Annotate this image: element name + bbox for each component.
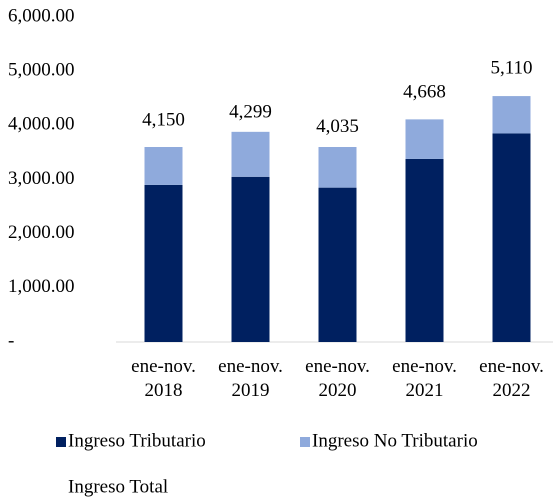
data-label: 4,299 [229,101,272,122]
y-tick-label: 6,000.00 [8,5,75,26]
bar [405,119,444,159]
legend-label: Ingreso Tributario [68,430,206,451]
legend-swatch [300,437,310,447]
x-tick-label: ene-nov. 2019 [218,356,283,401]
bar [231,176,270,342]
legend-label: Ingreso No Tributario [312,430,478,451]
x-tick-label: ene-nov. 2020 [305,356,370,401]
x-tick-label: ene-nov. 2018 [131,356,196,401]
y-tick-label: 2,000.00 [8,222,75,243]
x-tick-label: ene-nov. 2021 [392,356,457,401]
y-tick-label: 4,000.00 [8,114,75,135]
bar [492,96,531,134]
bar [405,158,444,342]
bar [144,147,183,185]
bar [144,184,183,342]
y-tick-label: 1,000.00 [8,276,75,297]
y-tick-label: - [8,330,14,351]
bar [492,133,531,342]
bar [318,147,357,188]
legend-swatch [56,437,66,447]
bar [231,131,270,177]
data-label: 4,668 [403,82,446,103]
x-tick-label: ene-nov. 2022 [479,356,544,401]
data-label: 5,110 [490,58,532,79]
line [164,65,512,123]
bar [318,187,357,342]
data-label: 4,150 [142,110,185,131]
y-tick-label: 3,000.00 [8,168,75,189]
y-tick-label: 5,000.00 [8,60,75,81]
legend-label: Ingreso Total [68,476,168,497]
data-label: 4,035 [316,116,359,137]
